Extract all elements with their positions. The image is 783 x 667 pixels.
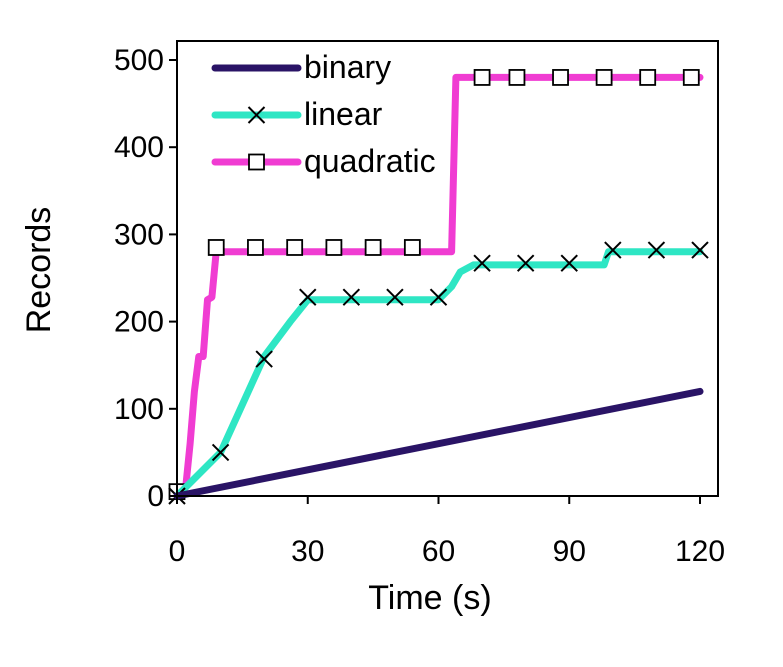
y-tick-label-1: 100 — [114, 393, 164, 426]
marker-linear-3-stroke-b — [299, 288, 317, 306]
legend-label-quadratic: quadratic — [304, 143, 436, 179]
marker-quadratic-2 — [247, 239, 264, 256]
series-layer — [168, 69, 709, 505]
y-tick-label-3: 300 — [114, 218, 164, 251]
series-line-binary — [173, 387, 704, 500]
marker-quadratic-10 — [595, 69, 613, 86]
y-tick-label-0: 0 — [147, 480, 164, 513]
series-line-quadratic — [173, 73, 704, 500]
marker-quadratic-8 — [508, 69, 526, 86]
x-axis-label: Time (s) — [368, 579, 491, 617]
marker-linear-5-stroke-b — [386, 288, 404, 306]
plot-frame — [176, 40, 719, 497]
marker-quadratic-4 — [325, 239, 343, 256]
ticks-layer: 0 100 200 300 400 500 0 30 60 90 120 — [114, 44, 725, 568]
marker-linear-4 — [342, 288, 361, 306]
marker-quadratic-3 — [286, 239, 304, 256]
marker-linear-10-stroke-b — [604, 241, 622, 259]
marker-quadratic-12 — [682, 69, 700, 86]
marker-linear-6 — [429, 288, 448, 306]
x-tick-label-4: 120 — [675, 535, 725, 568]
marker-linear-7-stroke-b — [473, 254, 491, 272]
marker-linear-11-stroke-b — [647, 241, 666, 259]
marker-linear-6-stroke-b — [429, 288, 448, 306]
y-tick-label-5: 500 — [114, 44, 164, 77]
marker-quadratic-7 — [473, 69, 491, 86]
x-tick-label-3: 90 — [553, 535, 586, 568]
marker-linear-1-stroke-b — [211, 443, 230, 462]
marker-linear-12 — [691, 241, 709, 259]
legend-item-binary: binary — [211, 49, 391, 85]
legend-label-binary: binary — [304, 49, 391, 85]
marker-linear-8-stroke-b — [516, 254, 535, 272]
series-quadratic — [168, 69, 704, 501]
marker-linear-12-stroke-b — [691, 241, 709, 259]
marker-quadratic-6 — [403, 239, 421, 256]
marker-linear-3 — [299, 288, 317, 306]
legend-item-quadratic: quadratic — [211, 143, 436, 179]
legend-label-linear: linear — [304, 96, 383, 132]
y-tick-label-4: 400 — [114, 131, 164, 164]
x-tick-label-1: 30 — [291, 535, 324, 568]
series-binary — [173, 387, 704, 500]
marker-linear-2-stroke-b — [255, 350, 273, 368]
marker-quadratic-1 — [207, 239, 225, 256]
x-tick-label-0: 0 — [169, 535, 186, 568]
series-line-linear — [173, 248, 704, 500]
legend-marker-linear — [247, 106, 266, 124]
marker-linear-5 — [386, 288, 404, 306]
marker-linear-10 — [604, 241, 622, 259]
marker-linear-8 — [516, 254, 535, 272]
marker-linear-9 — [560, 254, 578, 272]
y-axis-label: Records — [20, 207, 58, 334]
marker-quadratic-9 — [552, 69, 569, 86]
marker-quadratic-5 — [364, 239, 382, 256]
marker-linear-2 — [255, 350, 273, 368]
marker-quadratic-11 — [639, 69, 657, 86]
marker-linear-9-stroke-b — [560, 254, 578, 272]
legend: binary linear quadratic — [211, 49, 436, 179]
marker-linear-7 — [473, 254, 491, 272]
x-tick-label-2: 60 — [422, 535, 455, 568]
legend-marker-quadratic — [248, 153, 265, 171]
marker-linear-4-stroke-b — [342, 288, 361, 306]
y-tick-label-2: 200 — [114, 306, 164, 339]
marker-linear-1 — [211, 443, 230, 462]
legend-item-linear: linear — [211, 96, 383, 132]
legend-marker-linear-stroke-b — [247, 106, 266, 124]
marker-linear-11 — [647, 241, 666, 259]
series-linear — [168, 241, 709, 505]
